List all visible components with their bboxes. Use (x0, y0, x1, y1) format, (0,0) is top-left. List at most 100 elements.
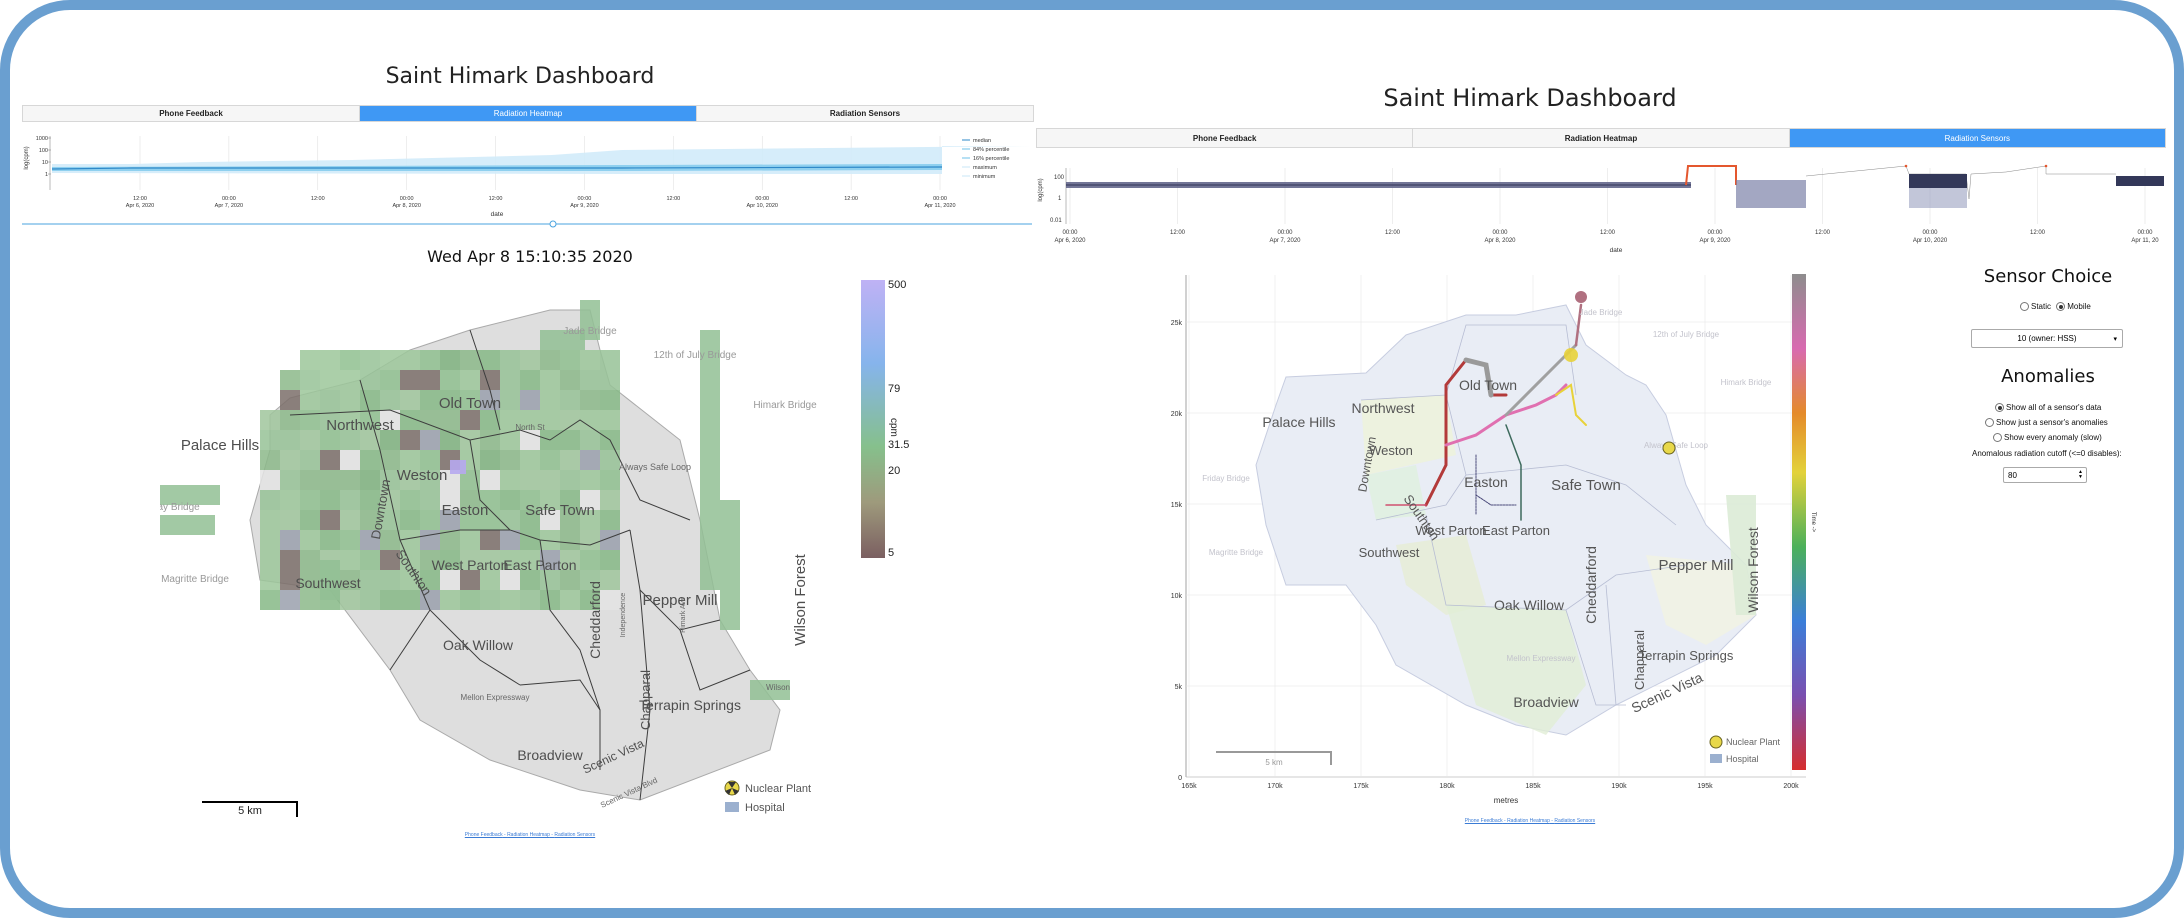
anomaly-option-every[interactable]: Show every anomaly (slow) (1993, 433, 2102, 443)
heatmap-cell (360, 350, 380, 370)
district-label: Oak Willow (443, 637, 514, 653)
district-label: Cheddarford (1583, 546, 1599, 624)
heatmap-cell (280, 490, 300, 510)
heatmap-cell (520, 490, 540, 510)
map-y-tick: 5k (1175, 684, 1183, 691)
bridge-label: Jade Bridge (563, 326, 617, 337)
heatmap-cell (500, 430, 520, 450)
district-label: Safe Town (1551, 477, 1621, 494)
radio-mobile[interactable] (2056, 302, 2066, 312)
heatmap-cell (360, 550, 380, 570)
heatmap-cell (400, 370, 420, 390)
heatmap-cell (260, 430, 280, 450)
tab-phone-feedback[interactable]: Phone Feedback (1037, 129, 1414, 147)
heatmap-cell (600, 350, 620, 370)
heatmap-cell (750, 680, 790, 700)
heatmap-cell (440, 370, 460, 390)
footer-link-heatmap[interactable]: Radiation Heatmap (1507, 818, 1550, 824)
legend-84: 84% percentile (973, 147, 1009, 153)
radio-show-every[interactable] (1993, 433, 2002, 443)
heatmap-cell (560, 390, 580, 410)
footer-link-phone[interactable]: Phone Feedback (1464, 818, 1503, 824)
footer-link-sensors[interactable]: Radiation Sensors (1554, 818, 1596, 824)
tab-radiation-sensors[interactable]: Radiation Sensors (1789, 129, 2165, 147)
x-tick-time: 00:00 (578, 196, 592, 202)
stepper-icon[interactable]: ▲ ▼ (2078, 469, 2083, 480)
district-label: Himark Ave (680, 597, 687, 633)
heatmap-cell (460, 590, 480, 610)
heatmap-cell (340, 370, 360, 390)
map-y-tick: 0 (1178, 775, 1182, 782)
heatmap-cell (280, 390, 300, 410)
district-label: Pepper Mill (1658, 557, 1733, 574)
map-legend: Nuclear Plant Hospital (1709, 735, 1781, 764)
heatmap-cell (420, 430, 440, 450)
heatmap-cell (440, 490, 460, 510)
heatmap-cell (580, 550, 600, 570)
tab-bar: Phone Feedback Radiation Heatmap Radiati… (1036, 128, 2166, 148)
district-label: Always Safe Loop (619, 462, 691, 472)
heatmap-cell (460, 490, 480, 510)
heatmap-cell (600, 550, 620, 570)
heatmap-cell (500, 390, 520, 410)
district-label: Broadview (517, 747, 583, 763)
heatmap-cell (520, 390, 540, 410)
x-tick-time: 12:00 (1600, 230, 1616, 236)
radio-static[interactable] (2020, 302, 2029, 312)
heatmap-cell (160, 485, 220, 505)
footer-link-phone[interactable]: Phone Feedback (464, 832, 503, 838)
time-slider-handle[interactable] (549, 220, 557, 228)
heatmap-cell (460, 530, 480, 550)
radio-mobile-label: Mobile (2067, 302, 2091, 311)
heatmap-cell (320, 370, 340, 390)
cutoff-label: Anomalous radiation cutoff (<=0 disables… (1972, 449, 2122, 458)
heatmap-cell (280, 450, 300, 470)
footer-link-sensors[interactable]: Radiation Sensors (554, 832, 596, 838)
heatmap-cell (520, 570, 540, 590)
sensor-dropdown[interactable]: 10 (owner: HSS) ▾ (1971, 329, 2123, 348)
heatmap-cell (580, 570, 600, 590)
heatmap-cell (560, 530, 580, 550)
heatmap-cell (540, 590, 560, 610)
anomaly-option-just[interactable]: Show just a sensor's anomalies (1985, 418, 2108, 428)
anomaly-option-every-label: Show every anomaly (slow) (2004, 433, 2102, 442)
scale-bar (202, 801, 298, 817)
tab-radiation-heatmap[interactable]: Radiation Heatmap (1413, 129, 1790, 147)
heatmap-cell (360, 470, 380, 490)
heatmap-cell (440, 530, 460, 550)
heatmap-cell (320, 390, 340, 410)
district-label: Safe Town (525, 502, 595, 519)
cutoff-input[interactable]: 80 ▲ ▼ (2003, 467, 2087, 483)
tab-radiation-sensors[interactable]: Radiation Sensors (829, 109, 901, 118)
footer-link-heatmap[interactable]: Radiation Heatmap (507, 832, 550, 838)
heatmap-cell (420, 490, 440, 510)
district-label: Chapparal (1632, 630, 1647, 690)
radio-show-all[interactable] (1995, 403, 2004, 413)
x-axis-label: date (1610, 247, 1623, 254)
heatmap-cell (320, 510, 340, 530)
sensor-timeseries-chart[interactable]: log(cpm) 100 1 0.01 00:00 Apr 6, 2020 12:0… (1036, 154, 2164, 254)
page-title: Saint Himark Dashboard (385, 64, 655, 89)
heatmap-cell (500, 490, 520, 510)
district-label: North St (515, 423, 545, 432)
heatmap-cell (540, 530, 560, 550)
heatmap-cell (300, 390, 320, 410)
tab-phone-feedback[interactable]: Phone Feedback (23, 106, 360, 121)
heatmap-cell (560, 470, 580, 490)
colorbar-label: cpm (888, 418, 899, 437)
bridge-label: Himark Bridge (1721, 378, 1772, 387)
heatmap-cell (440, 390, 460, 410)
cutoff-input-value: 80 (2008, 470, 2017, 480)
heatmap-cell (480, 370, 500, 390)
radio-show-anomalies[interactable] (1985, 418, 1994, 428)
x-tick-date: Apr 8, 2020 (1484, 238, 1516, 244)
tab-radiation-heatmap[interactable]: Radiation Heatmap (360, 106, 697, 121)
anomaly-option-all[interactable]: Show all of a sensor's data (1995, 403, 2101, 413)
heatmap-cell (540, 390, 560, 410)
heatmap-cell (260, 410, 280, 430)
legend-hospital: Hospital (745, 802, 785, 814)
heatmap-cell (460, 570, 480, 590)
sensor-path-map[interactable]: 25k 20k 15k 10k 5k 0 165k 170k 175k 180k 185k 190k… (1146, 265, 1846, 815)
